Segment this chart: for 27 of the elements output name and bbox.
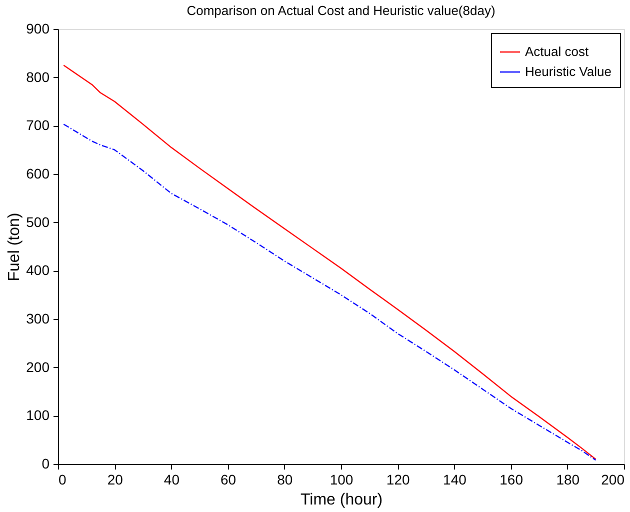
line-series (63, 124, 596, 461)
chart-title: Comparison on Actual Cost and Heuristic value(8day) (186, 3, 496, 18)
y-tick-label: 600 (26, 166, 50, 182)
x-tick-label: 80 (277, 472, 293, 488)
y-tick-label: 200 (26, 358, 50, 375)
x-tick-label: 160 (500, 472, 524, 488)
x-tick-label: 60 (220, 472, 236, 488)
x-tick-label: 120 (386, 472, 410, 488)
x-tick-label: 0 (58, 472, 66, 488)
y-tick-label: 800 (26, 68, 50, 85)
y-tick-label: 900 (26, 20, 50, 36)
y-tick-label: 700 (26, 117, 50, 134)
legend-label: Heuristic Value (525, 64, 612, 79)
y-axis-title: Fuel (ton) (6, 212, 24, 282)
y-tick-label: 300 (26, 310, 50, 326)
x-tick-label: 20 (107, 472, 124, 488)
legend-label: Actual cost (525, 44, 589, 59)
y-tick-label: 100 (26, 407, 50, 424)
x-tick-label: 40 (164, 472, 180, 488)
x-tick-label: 200 (601, 472, 625, 488)
y-tick-label: 500 (26, 214, 50, 230)
x-tick-label: 100 (330, 472, 354, 488)
y-tick-label: 400 (26, 262, 50, 278)
x-tick-label: 140 (443, 472, 467, 488)
x-axis-title: Time (hour) (300, 492, 383, 508)
y-tick-label: 0 (42, 456, 50, 472)
x-tick-label: 180 (556, 472, 580, 488)
